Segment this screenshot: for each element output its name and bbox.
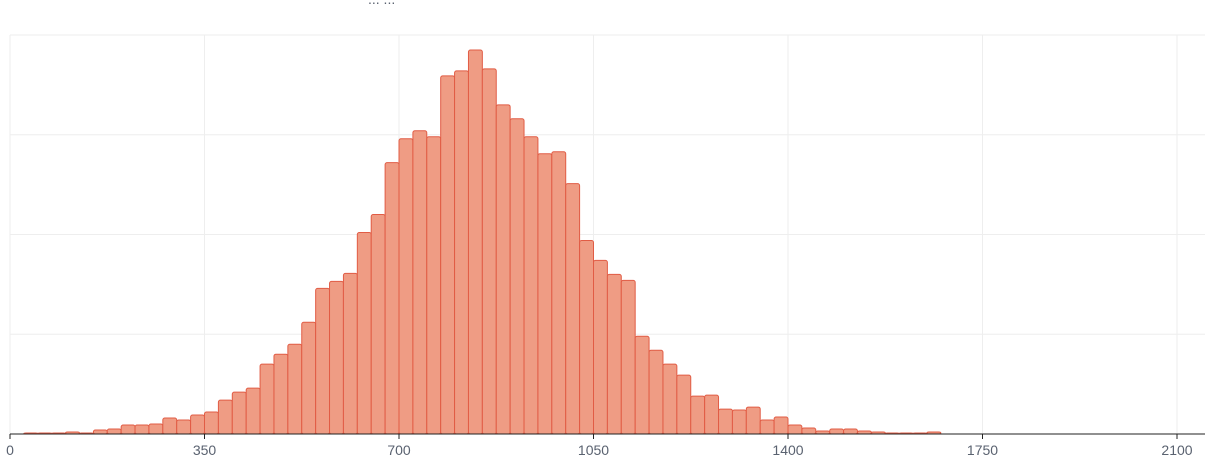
histogram-bar (704, 394, 720, 435)
histogram-bar (315, 287, 331, 435)
histogram-bar (579, 239, 594, 435)
histogram-bar (273, 353, 289, 435)
histogram-bar (329, 280, 344, 435)
histogram-bar (412, 130, 428, 435)
x-tick-label: 2100 (1161, 442, 1192, 458)
histogram-bar (106, 428, 122, 435)
histogram-bar (620, 279, 636, 435)
histogram-bar (759, 419, 775, 435)
x-axis: 0 350 700 1050 1400 1750 2100 (6, 433, 1205, 458)
histogram-bar (301, 321, 317, 435)
x-tick-label: 1400 (772, 442, 803, 458)
histogram-bar (356, 232, 372, 435)
histogram-bar (467, 49, 483, 435)
histogram-bar (259, 363, 275, 435)
histogram-bar (509, 118, 525, 435)
histogram-bar (523, 136, 539, 435)
histogram-bar (440, 75, 456, 435)
histogram-bar (204, 411, 219, 435)
histogram-bar (120, 424, 136, 435)
histogram-bar (231, 391, 247, 435)
histogram-bar (634, 335, 650, 435)
chart-top-text: ... ... (368, 0, 395, 7)
histogram-bar (454, 70, 469, 435)
histogram-bar (593, 259, 608, 435)
histogram-bar (134, 424, 150, 435)
x-tick-label: 1750 (967, 442, 998, 458)
histogram-bar (217, 399, 233, 435)
histogram-bar (495, 104, 511, 435)
x-tick-label: 700 (387, 442, 411, 458)
histogram-bar (773, 416, 789, 435)
histogram-bar (176, 419, 192, 435)
histogram-bar (690, 395, 706, 435)
histogram-bar (162, 417, 178, 435)
x-tick-label: 350 (193, 442, 217, 458)
histogram-bar (342, 272, 358, 435)
histogram-bar (190, 414, 206, 435)
histogram-bar (606, 273, 622, 435)
histogram-bar (829, 428, 845, 435)
histogram-bar (481, 68, 497, 435)
histogram-bar (662, 363, 678, 435)
histogram-bar (426, 136, 442, 435)
histogram-bar (745, 406, 761, 435)
histogram-bar (718, 408, 733, 435)
histogram-bar (801, 427, 817, 435)
histogram-bar (787, 424, 803, 435)
histogram-bar (370, 214, 386, 435)
histogram-bar (148, 423, 164, 435)
histogram-bar (398, 138, 414, 435)
histogram-bar (565, 183, 581, 435)
histogram-bar (676, 374, 692, 435)
histogram-bar (537, 153, 553, 435)
bars-layer (23, 49, 942, 435)
x-tick-label: 1050 (578, 442, 609, 458)
histogram-bar (731, 409, 747, 435)
histogram-bar (245, 387, 261, 435)
histogram-bar (551, 151, 567, 435)
histogram-bar (648, 349, 664, 435)
histogram-bar (92, 429, 108, 435)
histogram-bar (843, 428, 858, 435)
x-tick-label: 0 (6, 442, 14, 458)
histogram-bar (287, 343, 303, 435)
grid-layer (9, 34, 1205, 435)
histogram-bar (384, 162, 400, 435)
